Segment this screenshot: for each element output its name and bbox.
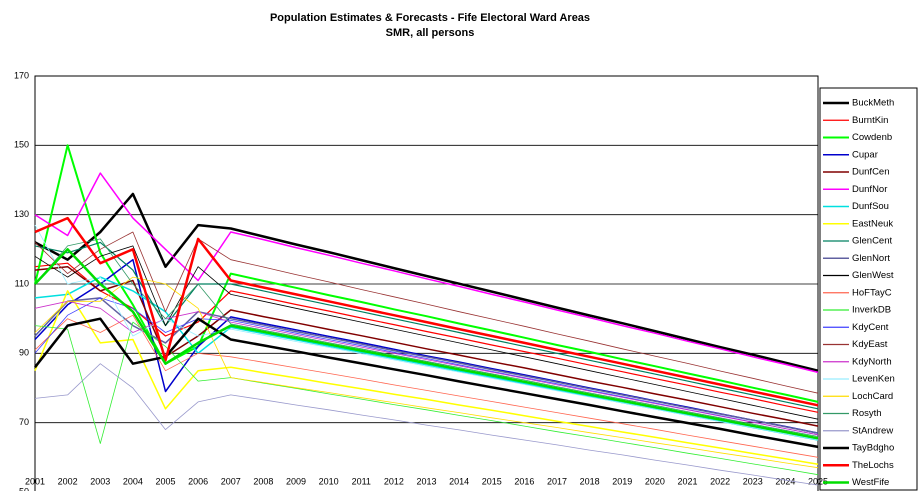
series-line [34,314,819,458]
y-tick-label: 110 [15,278,29,288]
x-tick-label: 2020 [645,476,665,486]
legend-label: LochCard [852,391,893,402]
series-line [34,276,819,469]
y-tick-label: 150 [14,140,29,150]
chart-subtitle: SMR, all persons [386,27,475,39]
x-tick-label: 2004 [123,476,143,486]
x-tick-label: 2016 [514,476,534,486]
legend-label: DunfNor [852,184,887,195]
series-line [34,245,819,420]
x-tick-label: 2018 [580,476,600,486]
x-tick-label: 2012 [384,476,404,486]
x-tick-label: 2011 [352,476,371,486]
x-tick-label: 2002 [58,476,78,486]
legend-label: BurntKin [852,115,888,126]
legend-label: Cupar [852,149,878,160]
y-tick-label: 170 [14,70,29,80]
x-tick-label: 2024 [775,476,795,486]
x-tick-label: 2017 [547,476,567,486]
legend-label: TheLochs [852,460,894,471]
plot-border [34,75,819,491]
legend-label: KdyEast [852,339,888,350]
y-tick-label: 50 [19,486,29,491]
x-tick-label: 2014 [449,476,469,486]
x-tick-label: 2001 [25,476,45,486]
x-tick-label: 2009 [286,476,306,486]
legend-label: BuckMeth [852,98,894,109]
series-line [34,265,819,427]
x-tick-label: 2015 [482,476,502,486]
x-tick-label: 2022 [710,476,730,486]
x-tick-label: 2007 [221,476,241,486]
y-tick-label: 70 [19,417,29,427]
legend-label: InverkDB [852,305,891,316]
x-tick-label: 2025 [808,476,828,486]
x-tick-label: 2013 [416,476,436,486]
x-tick-label: 2019 [612,476,632,486]
legend-label: HoFTayC [852,287,892,298]
series-line [34,363,819,486]
x-tick-label: 2021 [677,476,697,486]
series-line [34,248,819,440]
legend-label: StAndrew [852,425,893,436]
y-tick-label: 130 [14,209,29,219]
y-tick-label: 90 [19,348,29,358]
series-line [34,258,819,434]
series-line [34,321,819,476]
x-tick-label: 2006 [188,476,208,486]
x-tick-label: 2023 [743,476,763,486]
legend-label: GlenWest [852,270,894,281]
series-line [34,238,819,437]
legend-label: KdyCent [852,322,889,333]
legend-label: LevenKen [852,374,895,385]
x-tick-label: 2003 [90,476,110,486]
series-line [34,297,819,434]
legend-label: DunfSou [852,201,889,212]
series-line [34,172,819,374]
legend-label: GlenCent [852,236,892,247]
legend-label: DunfCen [852,167,890,178]
legend-label: Rosyth [852,408,882,419]
series-line [34,262,819,413]
series-line [34,192,819,372]
series-line [34,216,819,407]
legend-label: WestFife [852,477,889,488]
legend-label: KdyNorth [852,356,892,367]
series-line [34,290,819,466]
x-tick-label: 2005 [155,476,175,486]
legend-label: TayBdgho [852,443,894,454]
chart-title: Population Estimates & Forecasts - Fife … [270,12,590,24]
legend-label: Cowdenb [852,132,892,143]
x-tick-label: 2008 [253,476,273,486]
legend-label: GlenNort [852,253,890,264]
legend-label: EastNeuk [852,218,893,229]
series-line [34,231,819,394]
x-tick-label: 2010 [319,476,339,486]
